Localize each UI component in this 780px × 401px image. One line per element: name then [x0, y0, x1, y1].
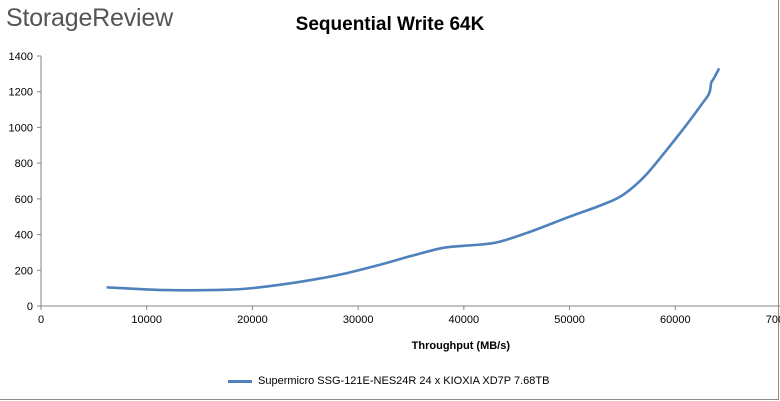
y-tick-label: 1000: [9, 122, 33, 134]
x-tick-label: 60000: [660, 314, 691, 326]
x-axis-title: Throughput (MB/s): [412, 340, 511, 352]
x-tick-label: 30000: [343, 314, 374, 326]
x-tick-label: 50000: [554, 314, 585, 326]
x-tick-label: 40000: [449, 314, 480, 326]
legend-swatch: [228, 379, 252, 383]
x-tick-label: 10000: [131, 314, 162, 326]
brand-logo: StorageReview: [6, 4, 173, 32]
legend: Supermicro SSG-121E-NES24R 24 x KIOXIA X…: [228, 374, 549, 388]
y-tick-label: 1200: [9, 87, 33, 99]
x-tick-label: 70000: [766, 314, 780, 326]
y-tick-label: 400: [15, 230, 33, 242]
y-tick-label: 600: [15, 194, 33, 206]
x-tick-label: 0: [38, 314, 44, 326]
series-lines: [106, 68, 720, 292]
chart-title: Sequential Write 64K: [295, 14, 485, 35]
y-tick-label: 800: [15, 158, 33, 170]
series-line: [106, 68, 720, 292]
x-tick-label: 20000: [237, 314, 268, 326]
y-tick-label: 1400: [9, 51, 33, 63]
y-axis: 0 200 400 600 800 1000 1200 1400: [9, 51, 42, 313]
x-axis: 0 10000 20000 30000 40000 50000 60000 70000: [38, 305, 780, 326]
y-tick-label: 0: [27, 301, 33, 313]
legend-label: Supermicro SSG-121E-NES24R 24 x KIOXIA X…: [258, 375, 550, 387]
y-tick-label: 200: [15, 265, 33, 277]
